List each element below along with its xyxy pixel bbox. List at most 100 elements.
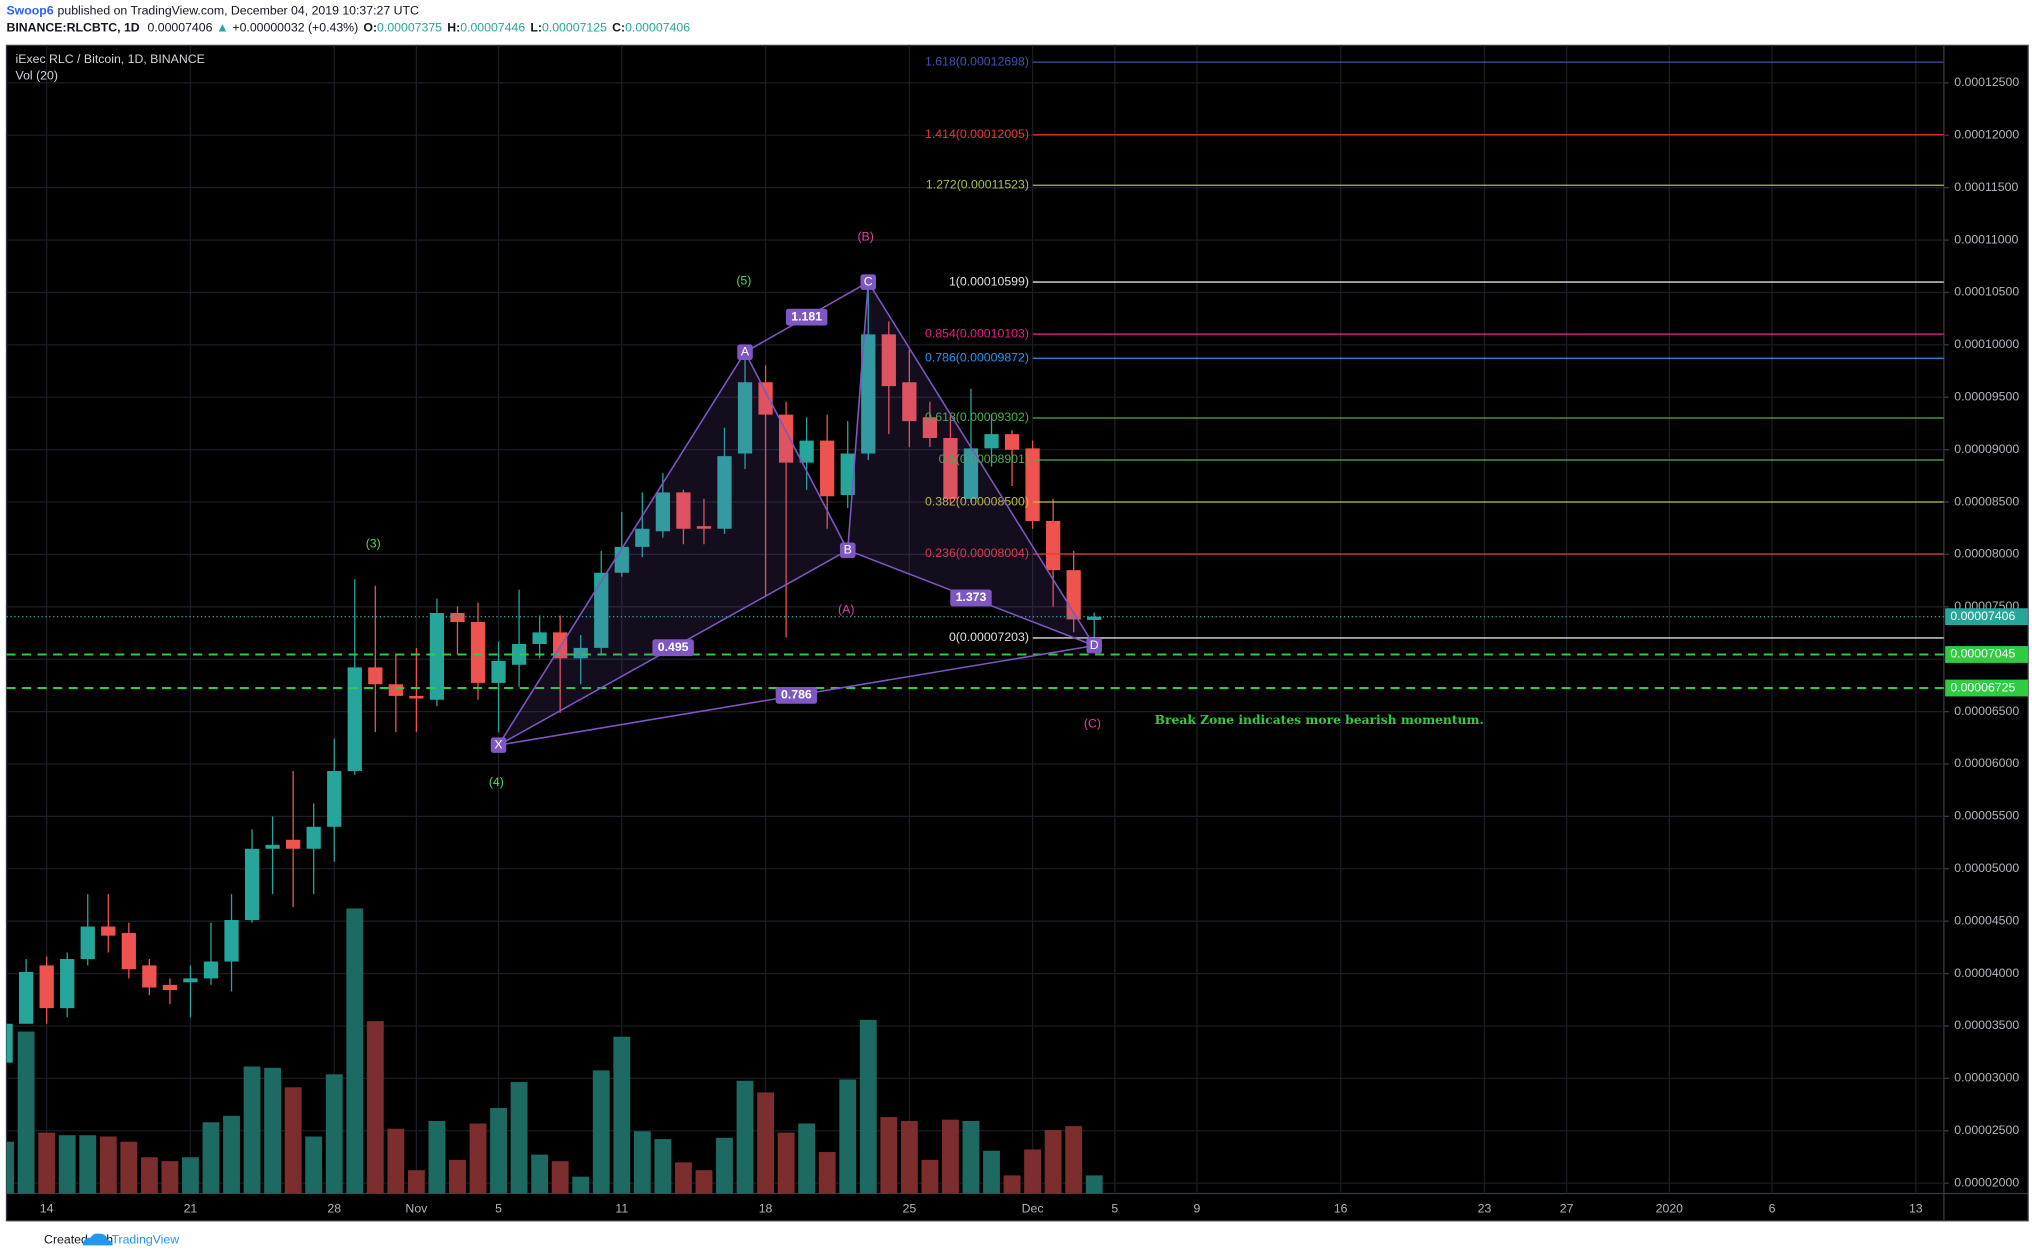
chart-subtitle: Vol (20) <box>16 69 58 83</box>
pattern-point <box>737 344 753 360</box>
candle-body <box>450 612 465 623</box>
candle-body <box>6 1023 13 1063</box>
y-tick-label: 0.00006000 <box>1954 756 2019 770</box>
y-tick-label: 0.00011000 <box>1954 232 2018 246</box>
y-tick-label: 0.00005000 <box>1954 861 2019 875</box>
volume-bar <box>839 1079 857 1194</box>
volume-bar <box>243 1066 261 1194</box>
pattern-point-label: X <box>494 737 502 751</box>
volume-bar <box>284 1087 302 1194</box>
chart-title: iExec RLC / Bitcoin, 1D, BINANCE <box>16 52 205 66</box>
candle-body <box>286 839 301 849</box>
volume-bar <box>983 1150 1000 1194</box>
ratio-box <box>950 589 992 607</box>
pattern-point <box>839 542 856 559</box>
volume-bar <box>633 1131 651 1194</box>
volume-bar <box>654 1139 672 1194</box>
candle-body <box>162 984 178 991</box>
ratio-label: 0.495 <box>658 640 689 654</box>
footer-brand[interactable]: TradingView <box>111 1232 179 1246</box>
volume-bar <box>469 1123 487 1194</box>
candle-body <box>388 684 403 696</box>
volume-bar <box>880 1117 898 1194</box>
c: 0.00007406 <box>625 21 690 35</box>
candle-body <box>902 382 917 422</box>
candle-body <box>101 926 116 936</box>
candle-body <box>80 926 95 960</box>
fib-label: 0.786(0.00009872) <box>925 351 1029 365</box>
candle-body <box>861 334 876 454</box>
ratio-box <box>775 686 818 704</box>
candle-body <box>39 965 54 1009</box>
change: +0.00000032 (+0.43%) <box>232 21 358 35</box>
volume-bar <box>346 908 364 1194</box>
volume-bar <box>387 1128 405 1194</box>
wave-label: (4) <box>489 775 504 789</box>
candle-body <box>799 440 814 463</box>
ratio-box <box>652 639 694 657</box>
volume-bar <box>264 1067 282 1194</box>
volume-bar <box>1065 1126 1083 1194</box>
y-tick-label: 0.00004000 <box>1954 966 2019 980</box>
x-tick-label: 18 <box>759 1201 773 1215</box>
candle-body <box>224 920 239 962</box>
volume-bar <box>120 1141 138 1194</box>
x-tick-label: 28 <box>327 1201 341 1215</box>
volume-bar <box>572 1176 590 1194</box>
y-tick-label: 0.00005500 <box>1954 809 2019 823</box>
x-tick-label: 5 <box>495 1201 502 1215</box>
annotation: Break Zone indicates more bearish moment… <box>1155 712 1484 727</box>
y-tick-label: 0.00003500 <box>1954 1018 2019 1032</box>
price-tag-label: 0.00007045 <box>1950 647 2015 661</box>
volume-bar <box>921 1159 939 1194</box>
volume-bar <box>1044 1130 1062 1194</box>
o-label: O: <box>363 21 377 35</box>
candle-body <box>1025 448 1040 521</box>
x-tick-label: Nov <box>405 1201 428 1215</box>
ratio-label: 0.786 <box>781 688 812 702</box>
volume-bar <box>407 1170 425 1194</box>
pattern-point-label: B <box>844 542 852 556</box>
y-tick-label: 0.00009500 <box>1954 389 2019 403</box>
candle-body <box>717 456 732 529</box>
quote-line: BINANCE:RLCBTC, 1D 0.00007406 ▲ +0.00000032… <box>6 21 690 35</box>
volume-bar <box>1024 1149 1042 1194</box>
ratio-label: 1.373 <box>956 590 987 604</box>
volume-bar <box>449 1159 466 1194</box>
volume-bar <box>818 1152 836 1194</box>
wave-label: (3) <box>366 537 381 551</box>
volume-bar <box>510 1082 528 1194</box>
fib-label: 0.854(0.00010103) <box>925 326 1029 340</box>
x-tick-label: 11 <box>615 1201 628 1215</box>
x-tick-label: 2020 <box>1656 1201 1684 1215</box>
pattern-point-label: C <box>864 274 873 288</box>
volume-bar <box>490 1107 507 1194</box>
candle-body <box>1087 616 1102 620</box>
price-tag <box>1945 608 2029 626</box>
author[interactable]: Swoop6 <box>6 4 53 18</box>
volume-bar <box>161 1161 179 1194</box>
x-tick-label: 9 <box>1193 1201 1200 1215</box>
candle-body <box>573 647 588 659</box>
ratio-label: 1.181 <box>791 309 822 323</box>
volume-bar <box>305 1136 323 1194</box>
volume-bar <box>716 1137 733 1194</box>
fib-label: 1.414(0.00012005) <box>925 127 1029 141</box>
candle-body <box>881 334 896 387</box>
candle-body <box>840 453 855 496</box>
x-tick-label: 5 <box>1111 1201 1118 1215</box>
volume-bar <box>900 1120 918 1194</box>
y-tick-label: 0.00002500 <box>1954 1123 2019 1137</box>
volume-bar <box>366 1021 384 1194</box>
candle-body <box>18 971 34 1024</box>
y-tick-label: 0.00011500 <box>1954 180 2018 194</box>
volume-bar <box>551 1161 569 1194</box>
volume-bar <box>79 1135 97 1194</box>
y-tick-label: 0.00012500 <box>1954 75 2019 89</box>
candle-body <box>984 434 999 449</box>
volume-bar <box>140 1157 158 1194</box>
y-tick-label: 0.00003000 <box>1954 1071 2019 1085</box>
candle-body <box>491 660 506 683</box>
